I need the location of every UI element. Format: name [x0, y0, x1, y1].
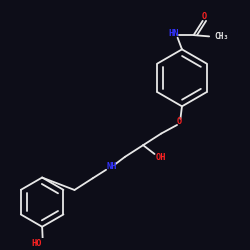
Text: OH: OH: [156, 153, 166, 162]
Text: CH₃: CH₃: [215, 32, 229, 41]
Text: HN: HN: [168, 29, 179, 38]
Text: O: O: [177, 117, 182, 126]
Text: HO: HO: [31, 239, 42, 248]
Text: O: O: [201, 12, 206, 21]
Text: NH: NH: [106, 162, 117, 171]
